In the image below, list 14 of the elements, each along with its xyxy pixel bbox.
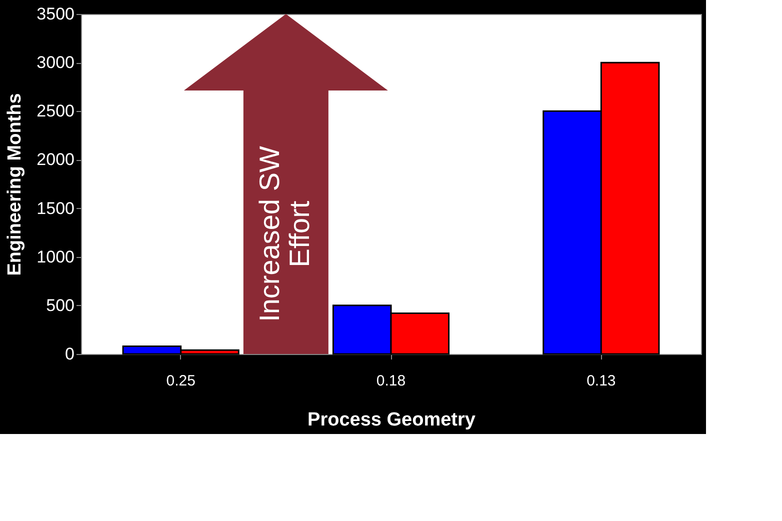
y-tick-label: 0 <box>65 344 74 364</box>
y-tick-label: 500 <box>46 296 74 315</box>
x-tick-label: 0.13 <box>586 372 616 390</box>
y-axis-title: Engineering Months <box>4 93 26 276</box>
y-tick-label: 3500 <box>36 4 74 24</box>
y-tick-label: 1000 <box>36 247 74 266</box>
y-tick-label: 2500 <box>36 102 74 121</box>
x-axis-title: Process Geometry <box>308 410 476 430</box>
x-tick-label: 0.18 <box>376 372 406 390</box>
annotation: Increased SW Effort <box>254 146 315 322</box>
x-tick-label: 0.25 <box>166 372 196 390</box>
y-tick-label: 1500 <box>36 198 74 218</box>
y-tick-label: 2000 <box>36 150 74 170</box>
y-tick-label: 3000 <box>36 53 74 72</box>
